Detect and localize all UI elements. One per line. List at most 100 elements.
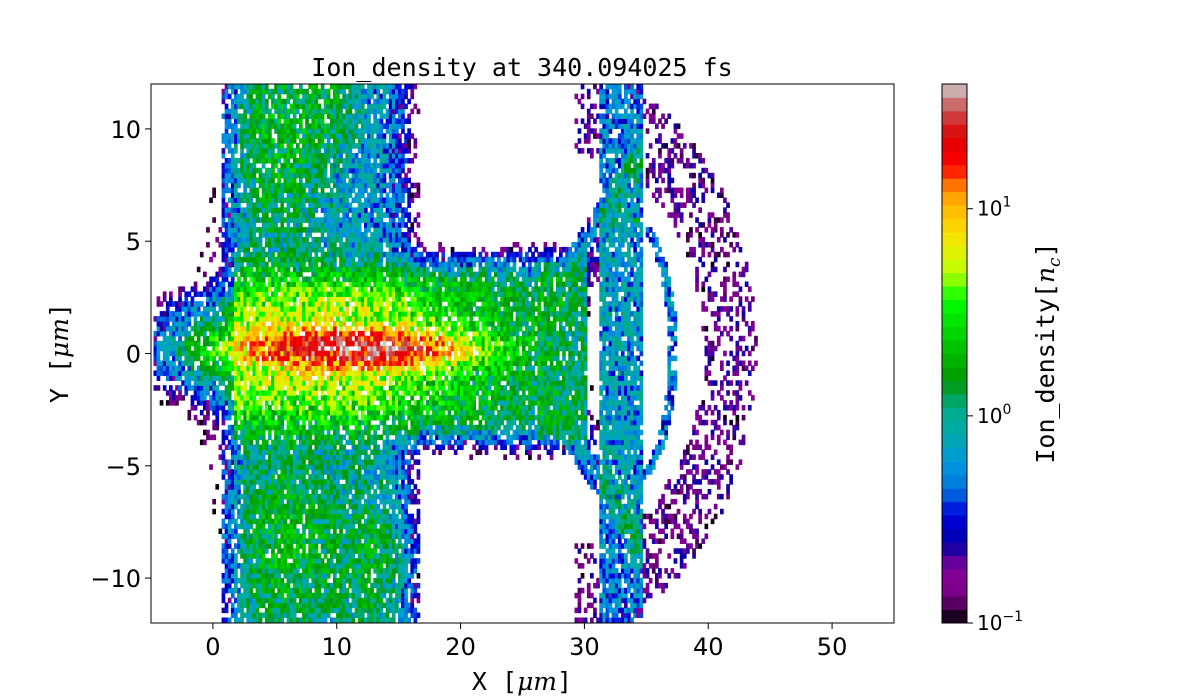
density-cell: [237, 479, 241, 485]
density-cell: [283, 553, 288, 559]
density-cell: [299, 503, 303, 510]
density-cell: [277, 568, 281, 574]
density-cell: [280, 553, 285, 559]
density-cell: [292, 133, 297, 139]
density-cell: [295, 103, 300, 110]
density-cell: [156, 321, 161, 327]
density-cell: [329, 513, 334, 520]
density-cell: [357, 227, 362, 233]
density-cell: [249, 222, 254, 228]
density-cell: [308, 162, 312, 169]
density-cell: [311, 128, 316, 134]
density-cell: [299, 340, 303, 347]
density-cell: [261, 172, 266, 179]
density-cell: [320, 592, 325, 599]
density-cell: [227, 296, 232, 302]
density-cell: [249, 459, 254, 465]
density-cell: [289, 182, 294, 189]
density-cell: [234, 597, 238, 604]
density-cell: [320, 113, 325, 120]
density-cell: [271, 602, 275, 609]
density-cell: [326, 503, 331, 510]
density-cell: [206, 291, 210, 297]
density-cell: [268, 493, 272, 500]
density-cell: [221, 177, 226, 184]
density-cell: [255, 503, 260, 510]
density-cell: [280, 454, 285, 460]
density-cell: [283, 133, 288, 139]
density-cell: [264, 133, 269, 139]
density-cell: [274, 573, 278, 579]
density-cell: [295, 340, 300, 347]
density-cell: [252, 113, 257, 120]
density-cell: [280, 296, 285, 302]
density-cell: [274, 489, 278, 495]
density-cell: [326, 153, 331, 159]
density-cell: [240, 370, 244, 376]
density-cell: [280, 533, 285, 540]
density-cell: [240, 207, 244, 213]
density-cell: [286, 508, 291, 515]
density-cell: [274, 513, 278, 520]
density-cell: [165, 400, 170, 406]
density-cell: [280, 266, 285, 273]
density-cell: [295, 271, 300, 278]
density-cell: [249, 523, 254, 530]
density-cell: [302, 340, 306, 347]
density-cell: [246, 296, 251, 302]
density-cell: [326, 182, 331, 189]
density-cell: [274, 385, 278, 391]
density-cell: [311, 330, 316, 337]
density-cell: [237, 449, 241, 456]
density-cell: [246, 518, 251, 525]
density-cell: [308, 325, 312, 332]
density-cell: [277, 582, 281, 589]
density-cell: [264, 390, 269, 396]
density-cell: [286, 335, 291, 342]
density-cell: [308, 409, 312, 416]
density-cell: [255, 118, 260, 124]
density-cell: [224, 143, 229, 149]
density-cell: [237, 197, 241, 204]
density-cell: [302, 167, 306, 174]
density-cell: [329, 133, 334, 139]
density-cell: [329, 345, 334, 352]
density-cell: [333, 212, 337, 218]
density-cell: [311, 197, 316, 204]
density-cell: [314, 350, 319, 357]
density-cell: [227, 459, 232, 465]
density-cell: [258, 143, 263, 149]
density-cell: [277, 587, 281, 594]
density-cell: [268, 276, 272, 283]
density-cell: [311, 123, 316, 129]
density-cell: [153, 385, 158, 391]
density-cell: [292, 311, 297, 317]
density-cell: [302, 316, 306, 322]
density-cell: [184, 330, 189, 337]
density-cell: [320, 335, 325, 342]
density-cell: [329, 474, 334, 480]
density-cell: [333, 291, 337, 297]
density-cell: [274, 484, 278, 490]
density-cell: [264, 207, 269, 213]
density-cell: [336, 84, 340, 90]
density-cell: [289, 202, 294, 208]
density-cell: [255, 242, 260, 248]
density-cell: [252, 162, 257, 169]
density-cell: [221, 291, 226, 297]
density-cell: [271, 330, 275, 337]
density-cell: [283, 350, 288, 357]
density-cell: [243, 414, 247, 421]
density-cell: [240, 360, 244, 367]
density-cell: [234, 459, 238, 465]
density-cell: [280, 316, 285, 322]
density-cell: [283, 237, 288, 243]
density-cell: [305, 493, 309, 500]
density-cell: [277, 167, 281, 174]
density-cell: [255, 409, 260, 416]
density-cell: [320, 197, 325, 204]
density-cell: [320, 350, 325, 357]
density-cell: [302, 138, 306, 144]
density-cell: [230, 153, 235, 159]
density-cell: [193, 291, 198, 297]
